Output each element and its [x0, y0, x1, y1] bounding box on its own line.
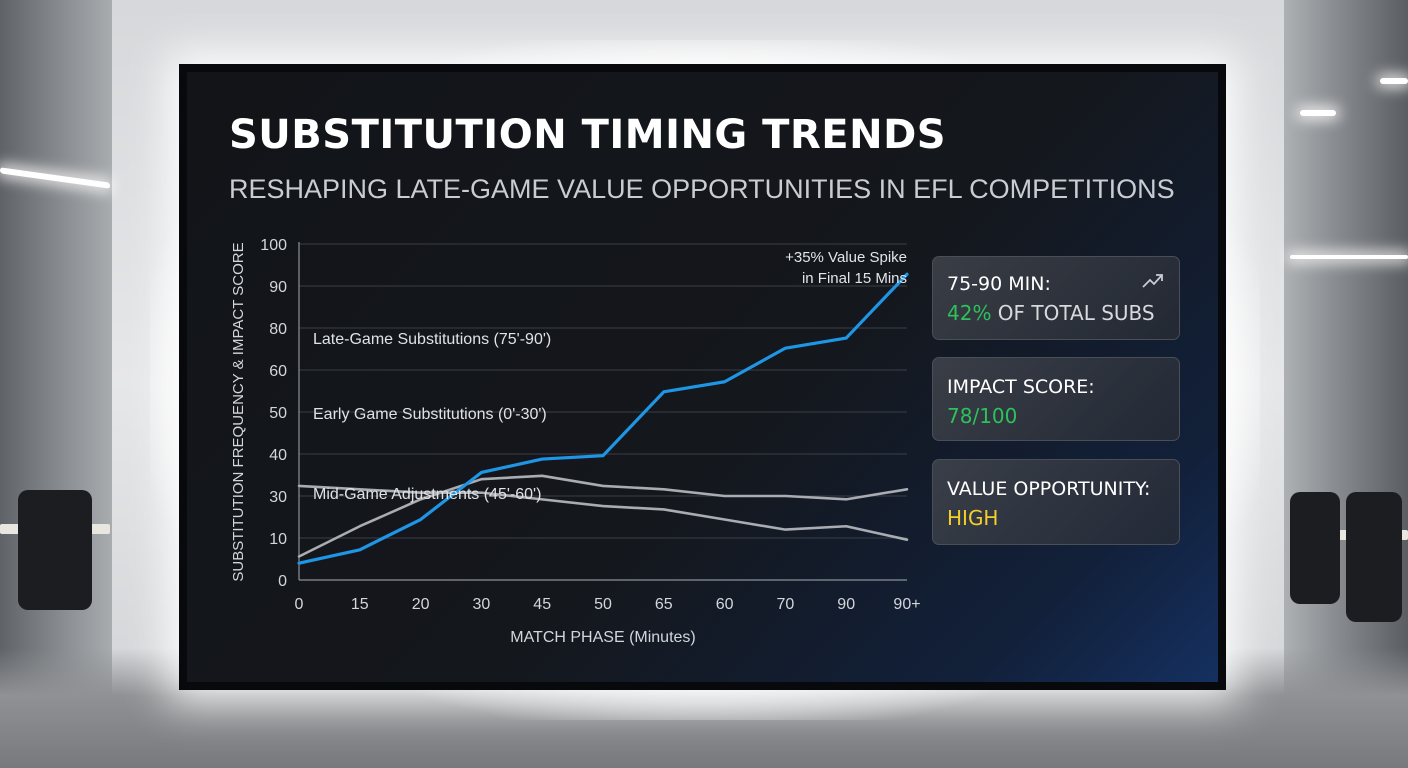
series-line	[297, 484, 909, 541]
y-tick-label: 30	[269, 489, 287, 506]
office-chair	[18, 490, 92, 610]
trend-up-icon	[1142, 274, 1163, 288]
x-tick-label: 15	[351, 596, 369, 613]
x-tick-label: 60	[716, 596, 734, 613]
y-tick-label: 100	[260, 237, 287, 254]
series-label: Mid-Game Adjustments (45'-60')	[313, 486, 541, 503]
y-tick-label: 50	[269, 405, 287, 422]
ceiling-light	[1290, 255, 1408, 259]
stat-card-impact-score: IMPACT SCORE: 78/100	[932, 357, 1180, 441]
x-tick-label: 90+	[893, 596, 920, 613]
x-tick-label: 20	[412, 596, 430, 613]
chart-subtitle: RESHAPING LATE-GAME VALUE OPPORTUNITIES …	[229, 174, 1175, 204]
y-tick-label: 90	[269, 279, 287, 296]
ceiling-light	[1300, 110, 1336, 116]
card-value: HIGH	[947, 506, 998, 530]
office-chair	[1346, 492, 1402, 622]
x-tick-label: 30	[473, 596, 491, 613]
office-chair	[1290, 492, 1340, 604]
y-tick-label: 80	[269, 321, 287, 338]
y-tick-label: 10	[269, 531, 287, 548]
x-tick-label: 0	[295, 596, 304, 613]
series-label: Late-Game Substitutions (75'-90')	[313, 331, 551, 348]
x-tick-label: 45	[533, 596, 551, 613]
card-value-highlight: 42%	[947, 301, 992, 325]
card-value: 78/100	[947, 404, 1017, 428]
office-right	[1284, 0, 1408, 768]
card-label: 75-90 MIN:	[947, 273, 1051, 295]
office-left	[0, 0, 112, 768]
annotation-text: +35% Value Spike	[785, 249, 907, 266]
annotation-text: in Final 15 Mins	[802, 270, 907, 287]
card-value-highlight: 78/100	[947, 404, 1018, 428]
line-chart: 0 10 30 40 50 60 80 90 100 0 15 20 30 45 50 65 60 70 90 90+…	[187, 72, 1218, 682]
series-line	[297, 474, 909, 558]
x-tick-label: 65	[655, 596, 673, 613]
display-screen: SUBSTITUTION TIMING TRENDS RESHAPING LAT…	[179, 64, 1226, 690]
x-tick-label: 90	[837, 596, 855, 613]
screen-content: SUBSTITUTION TIMING TRENDS RESHAPING LAT…	[187, 72, 1218, 682]
x-axis-title: MATCH PHASE (Minutes)	[510, 629, 696, 646]
series-line	[297, 272, 909, 565]
card-label: IMPACT SCORE:	[947, 376, 1095, 398]
card-value-highlight: HIGH	[947, 506, 999, 530]
y-tick-label: 0	[278, 573, 287, 590]
card-value: 42% OF TOTAL SUBS	[947, 301, 1155, 325]
x-tick-label: 70	[777, 596, 795, 613]
y-tick-label: 40	[269, 447, 287, 464]
y-axis-title: SUBSTITUTION FREQUENCY & IMPACT SCORE	[230, 242, 247, 581]
chart-title: SUBSTITUTION TIMING TRENDS	[229, 112, 947, 158]
series-label: Early Game Substitutions (0'-30')	[313, 406, 547, 423]
ceiling-light	[1380, 78, 1408, 84]
card-value-rest: OF TOTAL SUBS	[991, 301, 1155, 325]
x-tick-label: 50	[594, 596, 612, 613]
stat-card-late-subs: 75-90 MIN: 42% OF TOTAL SUBS	[932, 256, 1180, 340]
stat-card-value-opportunity: VALUE OPPORTUNITY: HIGH	[932, 459, 1180, 545]
y-tick-label: 60	[269, 363, 287, 380]
card-label: VALUE OPPORTUNITY:	[947, 478, 1151, 500]
chart-svg: 0 10 30 40 50 60 80 90 100 0 15 20 30 45 50 65 60 70 90 90+…	[230, 237, 921, 646]
